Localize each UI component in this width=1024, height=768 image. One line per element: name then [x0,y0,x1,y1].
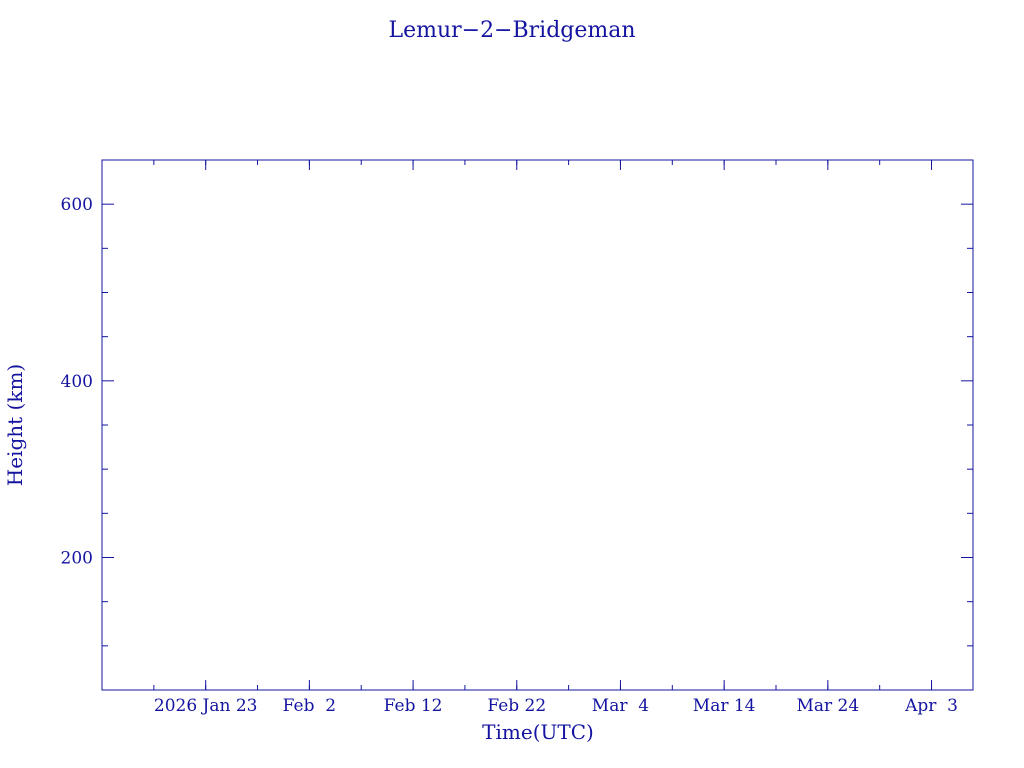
x-tick-label: 2026 Jan 23 [154,696,258,716]
plot-frame [101,159,974,691]
x-tick-label: Apr 3 [904,696,958,716]
x-tick-label: Feb 22 [487,696,546,716]
axis-ticks [102,160,973,690]
x-tick-label: Feb 2 [283,696,336,716]
x-tick-label: Mar 4 [592,696,649,716]
y-tick-label: 600 [61,195,93,215]
y-tick-label: 400 [61,372,93,392]
x-tick-label: Mar 14 [693,696,756,716]
y-axis-label: Height (km) [3,364,27,486]
x-tick-label: Feb 12 [384,696,443,716]
x-axis-label: Time(UTC) [482,720,594,744]
y-tick-label: 200 [61,549,93,569]
tick-labels: 2026 Jan 23 Feb 2 Feb 12 Feb 22 Mar 4 Mar 14 M… [61,195,958,716]
chart-title: Lemur−2−Bridgeman [388,18,635,43]
x-tick-label: Mar 24 [796,696,859,716]
